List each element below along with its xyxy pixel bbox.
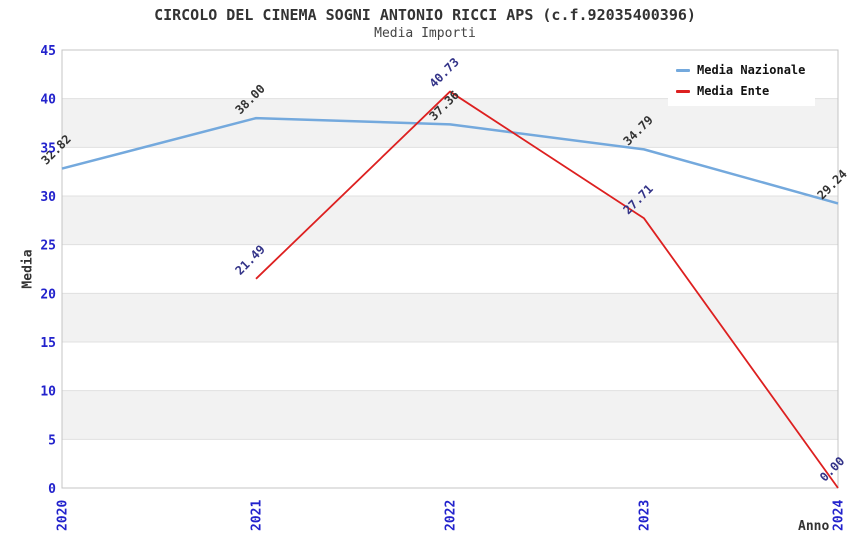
media-ente-line-swatch-icon — [676, 89, 690, 93]
x-tick-label: 2021 — [250, 500, 265, 531]
y-tick-label: 35 — [40, 141, 56, 156]
plot-band — [62, 98, 838, 148]
legend-item-media-nazionale: Media Nazionale — [676, 63, 805, 77]
y-tick-label: 45 — [40, 44, 56, 59]
plot-band — [62, 439, 838, 488]
plot-band — [62, 293, 838, 342]
series-line-media-nazionale — [61, 116, 839, 205]
y-tick-label: 0 — [48, 482, 56, 497]
legend-label-media-nazionale: Media Nazionale — [697, 63, 806, 77]
y-axis-title: Media — [20, 249, 36, 289]
plot-band — [62, 196, 838, 245]
y-tick-label: 15 — [40, 336, 56, 351]
plot-band — [62, 342, 838, 391]
y-tick-label: 25 — [40, 239, 56, 254]
y-tick-label: 10 — [40, 385, 56, 400]
plot-border — [61, 49, 839, 489]
y-tick-label: 40 — [40, 93, 56, 108]
plot-band — [62, 147, 838, 196]
media-nazionale-line-swatch-icon — [676, 68, 690, 72]
plot-band — [62, 244, 838, 294]
legend-label-media-ente: Media Ente — [697, 84, 770, 98]
y-tick-label: 20 — [40, 287, 56, 302]
x-axis-title: Anno — [798, 519, 830, 534]
legend: Media Nazionale Media Ente — [668, 56, 816, 106]
plot-band — [62, 390, 838, 440]
chart-title: CIRCOLO DEL CINEMA SOGNI ANTONIO RICCI A… — [154, 6, 696, 24]
x-tick-label: 2020 — [56, 500, 71, 531]
series-line-media-ente — [255, 90, 839, 489]
x-tick-label: 2022 — [444, 500, 459, 531]
chart-subtitle: Media Importi — [374, 26, 476, 41]
legend-item-media-ente: Media Ente — [676, 84, 805, 98]
y-tick-label: 5 — [48, 433, 56, 448]
x-tick-label: 2024 — [832, 500, 847, 531]
x-tick-label: 2023 — [638, 500, 653, 531]
y-tick-label: 30 — [40, 190, 56, 205]
